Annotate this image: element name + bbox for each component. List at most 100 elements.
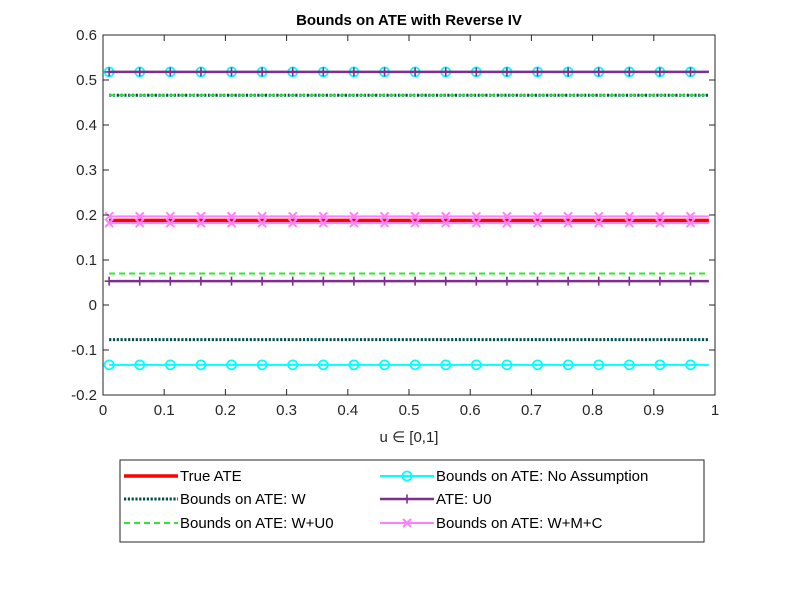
series-3 <box>103 66 709 371</box>
y-tick-label: 0.1 <box>76 252 97 269</box>
series-marker <box>654 359 666 371</box>
legend-label: Bounds on ATE: No Assumption <box>436 468 648 485</box>
series-marker <box>441 67 451 77</box>
legend-label: ATE: U0 <box>436 491 492 508</box>
series-marker <box>655 218 665 228</box>
series-marker <box>135 276 145 286</box>
series-marker <box>257 218 267 228</box>
x-tick-label: 0 <box>99 402 107 419</box>
series-marker <box>563 211 573 222</box>
series-marker <box>655 211 665 222</box>
series-marker <box>348 359 360 371</box>
series-marker <box>196 276 206 286</box>
series-marker <box>533 67 543 77</box>
x-tick-label: 1 <box>711 402 719 419</box>
series-marker <box>594 276 604 286</box>
series-marker <box>532 218 543 228</box>
series-marker <box>227 276 237 286</box>
series-marker <box>686 67 696 77</box>
series-marker <box>318 67 328 77</box>
x-tick-label: 0.7 <box>521 402 542 419</box>
chart-title: Bounds on ATE with Reverse IV <box>296 12 522 29</box>
series-marker <box>196 218 206 228</box>
y-tick-label: 0.6 <box>76 27 97 44</box>
y-tick-label: 0.4 <box>76 117 97 134</box>
legend-item-0: True ATE <box>124 468 242 485</box>
series-marker <box>441 276 451 286</box>
legend-item-5: Bounds on ATE: W+M+C <box>380 515 603 532</box>
series-marker <box>287 359 299 371</box>
series-marker <box>349 218 359 228</box>
series-marker <box>532 359 543 371</box>
legend-label: Bounds on ATE: W+M+C <box>436 515 603 532</box>
series-marker <box>226 211 237 222</box>
series-marker <box>349 211 359 222</box>
x-tick-label: 0.4 <box>337 402 358 419</box>
series-marker <box>685 359 696 371</box>
series-marker <box>623 359 635 371</box>
series-marker <box>502 211 512 222</box>
series-marker <box>196 67 206 77</box>
series-marker <box>196 211 206 222</box>
series-marker <box>655 67 665 77</box>
x-tick-label: 0.8 <box>582 402 603 419</box>
x-tick-label: 0.6 <box>460 402 481 419</box>
y-tick-label: -0.2 <box>71 387 97 404</box>
series-marker <box>594 211 604 222</box>
x-axis-label: u ∈ [0,1] <box>380 429 439 446</box>
series-5 <box>104 211 709 228</box>
series-marker <box>164 359 176 371</box>
series-marker <box>288 218 298 228</box>
y-tick-label: -0.1 <box>71 342 97 359</box>
axis-ticks: 0 0.1 0.2 0.3 0.4 0.5 0.6 0.7 0.8 0.9 1 -0.2 -0.1 0 0.… <box>71 27 719 419</box>
series-marker <box>318 218 329 228</box>
series-marker <box>257 67 267 77</box>
series-marker <box>624 67 634 77</box>
series-marker <box>410 67 420 77</box>
series-marker <box>502 276 512 286</box>
series-marker <box>594 218 604 228</box>
series-marker <box>288 276 298 286</box>
y-tick-label: 0.5 <box>76 72 97 89</box>
series-marker <box>502 218 512 228</box>
series-marker <box>135 67 145 77</box>
series-marker <box>318 276 328 286</box>
x-tick-label: 0.9 <box>643 402 664 419</box>
series-marker <box>380 276 390 286</box>
legend-marker <box>402 494 412 504</box>
series-marker <box>165 218 176 228</box>
series-marker <box>288 67 298 77</box>
y-tick-label: 0 <box>89 297 97 314</box>
legend-item-3: Bounds on ATE: No Assumption <box>380 468 648 485</box>
series-marker <box>288 211 298 222</box>
legend-marker <box>402 518 412 528</box>
x-tick-label: 0.1 <box>154 402 175 419</box>
legend: True ATE Bounds on ATE: W Bounds on ATE: W… <box>119 459 705 543</box>
series-marker <box>593 359 605 371</box>
series-marker <box>471 67 481 77</box>
series-marker <box>317 359 329 371</box>
series-marker <box>410 276 420 286</box>
series-1 <box>109 93 709 342</box>
series-marker <box>441 211 451 222</box>
series-marker <box>165 276 175 286</box>
series-marker <box>563 67 573 77</box>
series-marker <box>562 359 574 371</box>
series-marker <box>624 211 635 222</box>
legend-box <box>119 459 705 543</box>
legend-item-2: Bounds on ATE: W+U0 <box>124 515 334 532</box>
series-marker <box>227 67 237 77</box>
series-marker <box>471 218 482 228</box>
series-marker <box>104 67 114 77</box>
legend-item-1: Bounds on ATE: W <box>124 491 306 508</box>
x-tick-label: 0.3 <box>276 402 297 419</box>
series-marker <box>135 211 145 222</box>
series-marker <box>104 218 114 228</box>
series-marker <box>441 218 451 228</box>
series-marker <box>103 359 115 371</box>
series-marker <box>256 359 268 371</box>
series-marker <box>410 218 420 228</box>
series-marker <box>563 218 573 228</box>
series-marker <box>104 211 114 222</box>
